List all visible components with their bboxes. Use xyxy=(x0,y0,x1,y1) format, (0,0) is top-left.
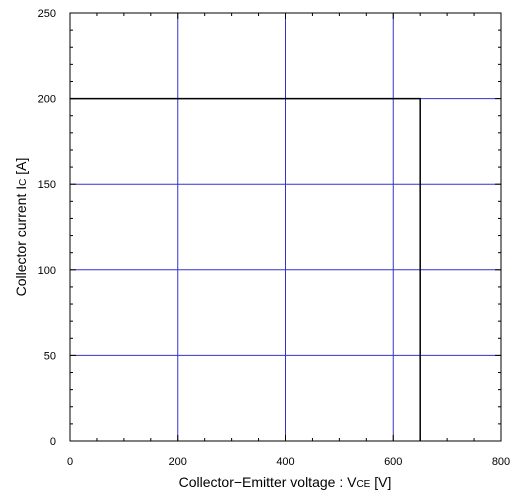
y-tick-label: 250 xyxy=(38,8,56,20)
y-axis-title: Collector current IC [A] xyxy=(13,158,29,297)
series-line-0 xyxy=(70,97,421,441)
y-tick-labels: 0 50 100 150 200 250 xyxy=(38,8,56,448)
x-tick-labels: 0 200 400 600 800 xyxy=(67,456,510,468)
tick-marks xyxy=(69,12,502,442)
y-tick-label: 0 xyxy=(50,436,56,448)
grid-lines xyxy=(70,13,501,441)
y-tick-label: 150 xyxy=(38,179,56,191)
y-tick-label: 50 xyxy=(44,350,56,362)
x-tick-label: 200 xyxy=(169,456,187,468)
x-tick-label: 400 xyxy=(276,456,294,468)
x-tick-label: 800 xyxy=(492,456,510,468)
x-tick-label: 600 xyxy=(384,456,402,468)
series-layer xyxy=(70,97,421,441)
y-tick-label: 100 xyxy=(38,265,56,277)
x-tick-label: 0 xyxy=(67,456,73,468)
x-axis-title: Collector−Emitter voltage : VCE [V] xyxy=(179,474,392,490)
y-tick-label: 200 xyxy=(38,94,56,106)
